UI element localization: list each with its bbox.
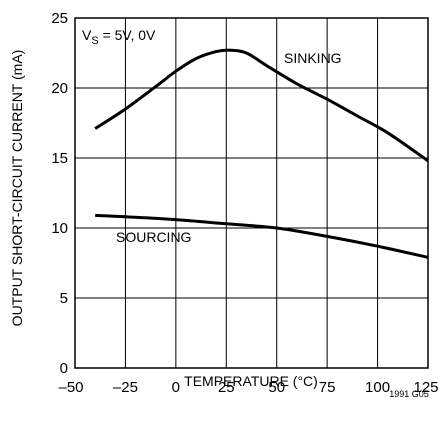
series-line-sourcing bbox=[95, 213, 429, 259]
x-tick-label: –50 bbox=[58, 379, 83, 396]
series-lines bbox=[94, 48, 429, 259]
x-tick-label: –25 bbox=[113, 379, 138, 396]
x-tick-label: 50 bbox=[268, 379, 285, 396]
y-tick-label: 5 bbox=[60, 290, 68, 307]
y-tick-label: 25 bbox=[51, 10, 68, 27]
series-label-sourcing: SOURCING bbox=[116, 229, 191, 245]
x-tick-label: 75 bbox=[319, 379, 336, 396]
y-axis-title: OUTPUT SHORT-CIRCUIT CURRENT (mA) bbox=[9, 50, 25, 327]
x-tick-label: 0 bbox=[172, 379, 180, 396]
y-tick-labels: 0 5 10 15 20 25 bbox=[51, 10, 68, 377]
x-axis-title: TEMPERATURE (°C) bbox=[184, 373, 318, 389]
figure-id: 1991 G05 bbox=[389, 389, 429, 399]
y-tick-label: 15 bbox=[51, 150, 68, 167]
series-label-sinking: SINKING bbox=[284, 50, 342, 66]
y-tick-label: 0 bbox=[60, 360, 68, 377]
grid bbox=[75, 18, 428, 368]
y-tick-label: 20 bbox=[51, 80, 68, 97]
x-tick-label: 100 bbox=[365, 379, 390, 396]
x-tick-label: 25 bbox=[218, 379, 235, 396]
y-tick-label: 10 bbox=[51, 220, 68, 237]
condition-label: VS = 5V, 0V bbox=[82, 27, 156, 47]
x-tick-labels: –50 –25 0 25 50 75 100 125 bbox=[58, 379, 438, 396]
series-line-sinking bbox=[94, 48, 429, 163]
x-tick-label: 125 bbox=[413, 379, 438, 396]
plot-frame bbox=[74, 17, 429, 369]
